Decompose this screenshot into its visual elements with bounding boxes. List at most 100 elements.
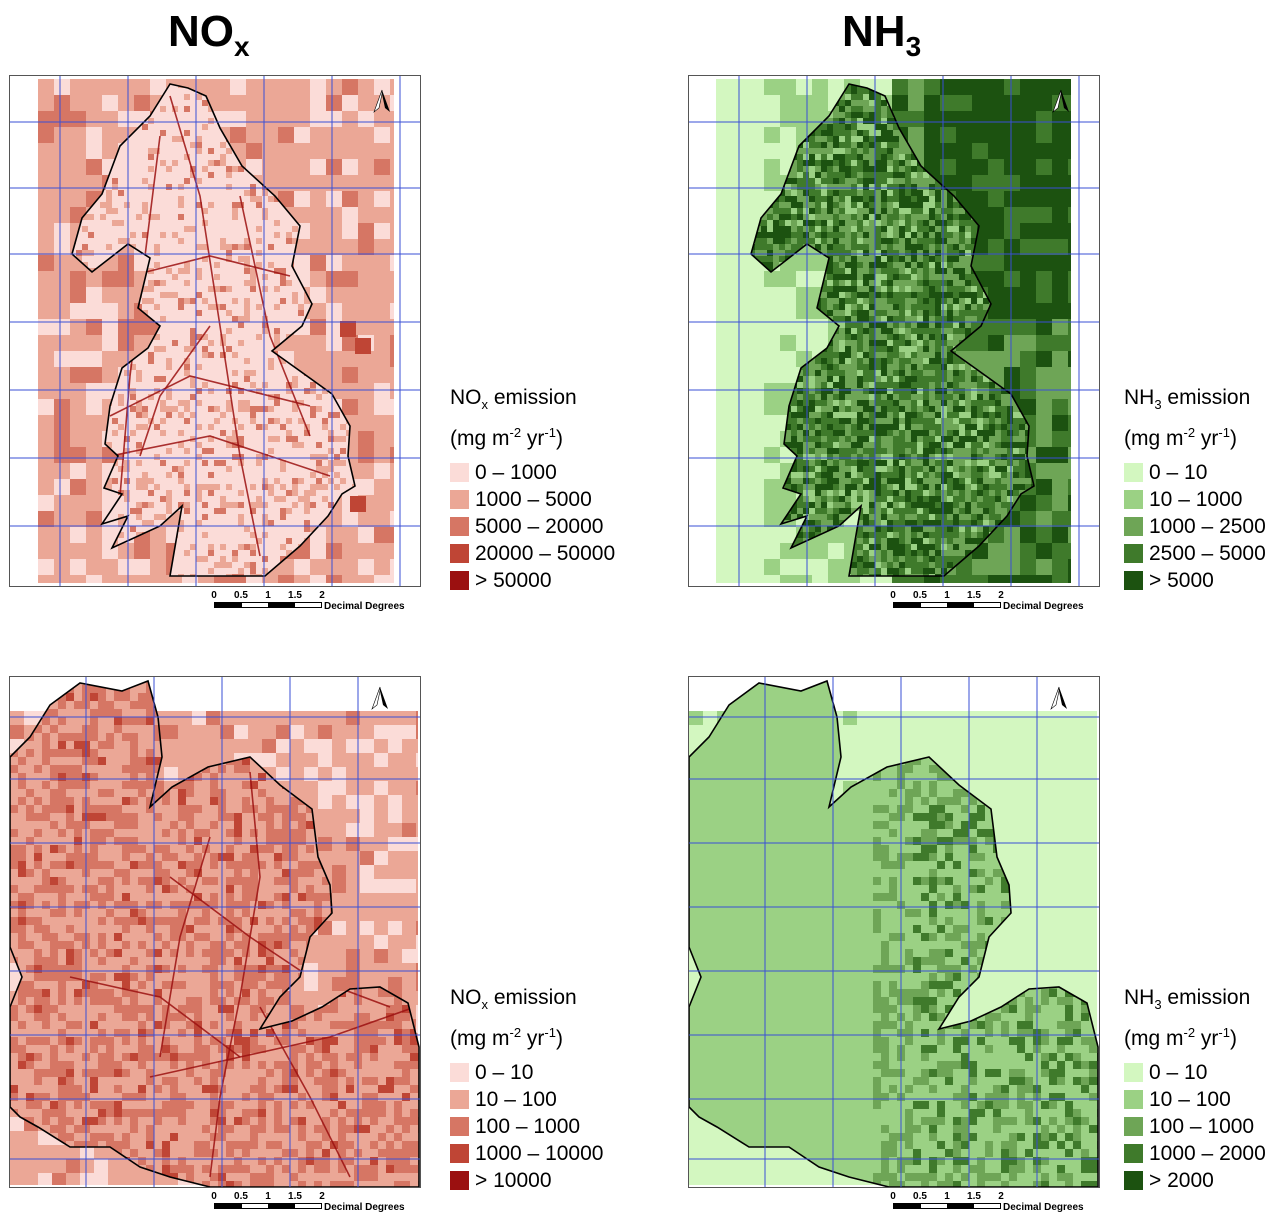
legend-swatch [450,1117,469,1136]
legend-label: 1000 – 10000 [475,1142,603,1166]
legend-item: 100 – 1000 [1124,1113,1279,1140]
legend-item: 20000 – 50000 [450,540,620,567]
legend-swatch [1124,1117,1143,1136]
legend-swatch [1124,517,1143,536]
scale-unit: Decimal Degrees [1003,1202,1084,1213]
legend-swatch [1124,544,1143,563]
legend-item: 5000 – 20000 [450,513,620,540]
scale-tick: 0 [211,1191,217,1202]
scale-tick: 0.5 [234,1191,248,1202]
scale-bar-graphic [214,1203,322,1209]
legend-swatch [450,571,469,590]
legend-units: (mg m-2 yr-1) [450,1019,620,1053]
scale-bar-graphic [893,602,1001,608]
legend-units: (mg m-2 yr-1) [1124,1019,1279,1053]
legend-swatch [450,463,469,482]
nox-map-top[interactable] [9,75,421,587]
legend-swatch [450,1144,469,1163]
legend-title: NOx emission [450,984,620,1019]
legend-item: 1000 – 10000 [450,1140,620,1167]
scale-tick: 0 [211,590,217,601]
north-arrow-icon [372,687,388,709]
legend-label: 20000 – 50000 [475,542,615,566]
nox-map-bottom[interactable] [9,676,421,1188]
nox-column-title: NOx [168,4,250,75]
legend-item: 10 – 100 [450,1086,620,1113]
scale-tick: 1 [944,590,950,601]
legend-swatch [1124,571,1143,590]
legend-label: 0 – 10 [1149,461,1207,485]
legend-swatch [1124,1144,1143,1163]
legend-item: 0 – 10 [1124,1059,1279,1086]
scale-tick: 1.5 [288,590,302,601]
legend-label: 100 – 1000 [1149,1115,1254,1139]
nh3-map-bottom[interactable] [688,676,1100,1188]
nox-legend-top: NOx emission(mg m-2 yr-1) 0 – 1000 1000 – … [450,384,620,594]
scale-tick: 0 [890,1191,896,1202]
scale-tick: 0.5 [913,590,927,601]
north-arrow-icon [1051,687,1067,709]
legend-label: 10 – 100 [1149,1088,1231,1112]
scale-tick: 2 [998,590,1004,601]
legend-swatch [1124,1063,1143,1082]
legend-swatch [450,517,469,536]
legend-label: > 5000 [1149,569,1214,593]
legend-item: 2500 – 5000 [1124,540,1279,567]
legend-swatch [1124,490,1143,509]
scale-bar-graphic [214,602,322,608]
nox-legend-bottom: NOx emission(mg m-2 yr-1) 0 – 10 10 – 100 1… [450,984,620,1194]
scale-tick: 1 [265,590,271,601]
legend-swatch [450,1090,469,1109]
legend-item: 0 – 10 [1124,459,1279,486]
legend-label: 1000 – 5000 [475,488,592,512]
legend-swatch [450,1063,469,1082]
legend-label: 1000 – 2500 [1149,515,1266,539]
legend-item: 1000 – 2500 [1124,513,1279,540]
legend-title: NOx emission [450,384,620,419]
scale-tick: 1 [944,1191,950,1202]
legend-label: 2500 – 5000 [1149,542,1266,566]
legend-swatch [450,544,469,563]
legend-label: > 10000 [475,1169,552,1193]
scale-tick: 1.5 [967,590,981,601]
scale-tick: 2 [998,1191,1004,1202]
legend-label: 100 – 1000 [475,1115,580,1139]
legend-label: 0 – 1000 [475,461,557,485]
scale-tick: 2 [319,590,325,601]
legend-item: 1000 – 2000 [1124,1140,1279,1167]
legend-units: (mg m-2 yr-1) [1124,419,1279,453]
nh3-map-top[interactable] [688,75,1100,587]
scale-tick: 2 [319,1191,325,1202]
legend-item: 0 – 1000 [450,459,620,486]
legend-units: (mg m-2 yr-1) [450,419,620,453]
scale-tick: 1 [265,1191,271,1202]
legend-item: 10 – 100 [1124,1086,1279,1113]
legend-swatch [1124,1090,1143,1109]
legend-item: > 2000 [1124,1167,1279,1194]
legend-item: 1000 – 5000 [450,486,620,513]
scale-unit: Decimal Degrees [324,601,405,612]
scale-bar-graphic [893,1203,1001,1209]
legend-label: 0 – 10 [475,1061,533,1085]
legend-swatch [450,1171,469,1190]
legend-label: > 2000 [1149,1169,1214,1193]
legend-item: > 5000 [1124,567,1279,594]
legend-item: 0 – 10 [450,1059,620,1086]
legend-swatch [450,490,469,509]
legend-swatch [1124,1171,1143,1190]
scale-tick: 0 [890,590,896,601]
legend-label: 10 – 100 [475,1088,557,1112]
legend-label: 1000 – 2000 [1149,1142,1266,1166]
legend-label: > 50000 [475,569,552,593]
scale-tick: 1.5 [288,1191,302,1202]
legend-item: > 10000 [450,1167,620,1194]
legend-label: 10 – 1000 [1149,488,1242,512]
legend-item: 10 – 1000 [1124,486,1279,513]
legend-item: 100 – 1000 [450,1113,620,1140]
